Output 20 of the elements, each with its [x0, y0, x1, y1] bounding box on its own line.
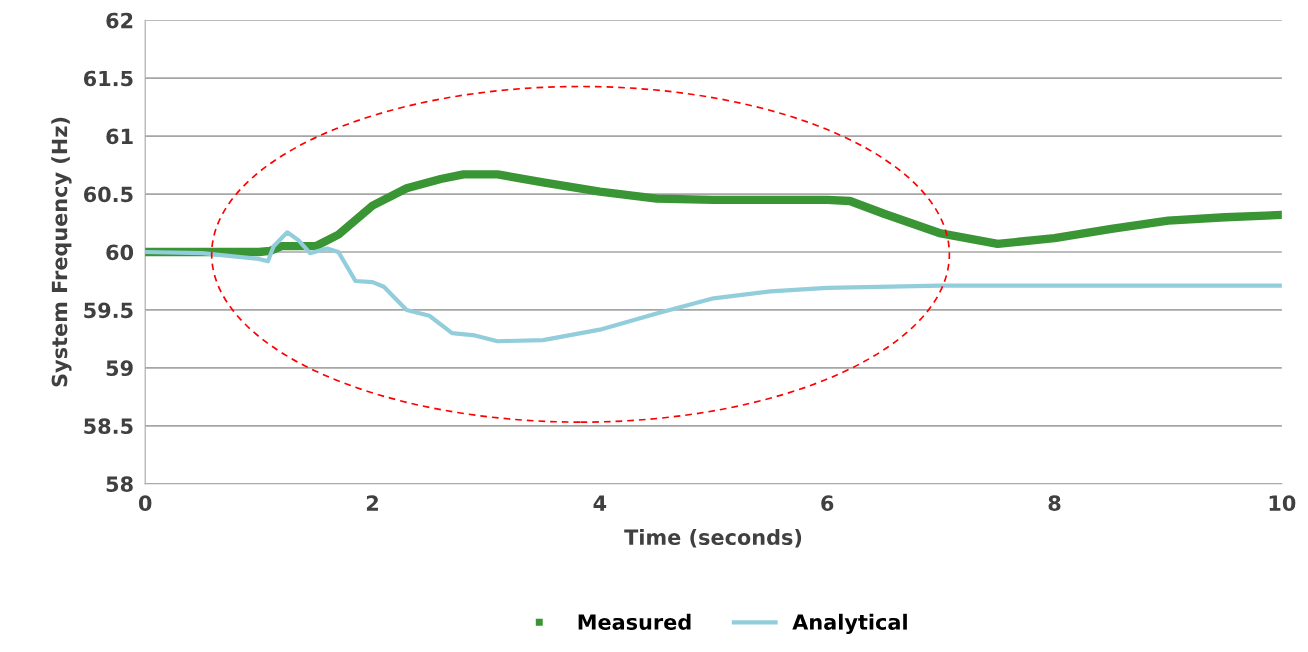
y-tick-label: 61 — [106, 128, 133, 145]
y-tick-label: 62 — [106, 12, 133, 29]
x-tick-label: 10 — [1269, 495, 1296, 512]
x-tick-label: 8 — [1048, 495, 1061, 512]
y-tick-label: 58.5 — [84, 418, 133, 435]
y-tick-label: 60.5 — [83, 186, 133, 203]
legend-label: Measured — [578, 613, 691, 630]
y-tick-label: 60 — [106, 244, 134, 261]
x-tick-label: 4 — [593, 495, 607, 511]
legend-label: Analytical — [792, 613, 907, 635]
line-series — [145, 230, 1282, 344]
y-tick-label: 59.5 — [84, 302, 133, 319]
x-tick-label: 0 — [138, 495, 152, 512]
x-tick-label: 6 — [821, 495, 834, 512]
y-tick-label: 58 — [106, 476, 133, 492]
y-tick-label: 61.5 — [83, 70, 133, 87]
x-axis-title: Time (seconds) — [624, 528, 802, 548]
y-tick-label: 59 — [106, 360, 133, 377]
x-tick-label: 2 — [366, 495, 378, 511]
y-axis-title: System Frequency (Hz) — [51, 117, 72, 387]
